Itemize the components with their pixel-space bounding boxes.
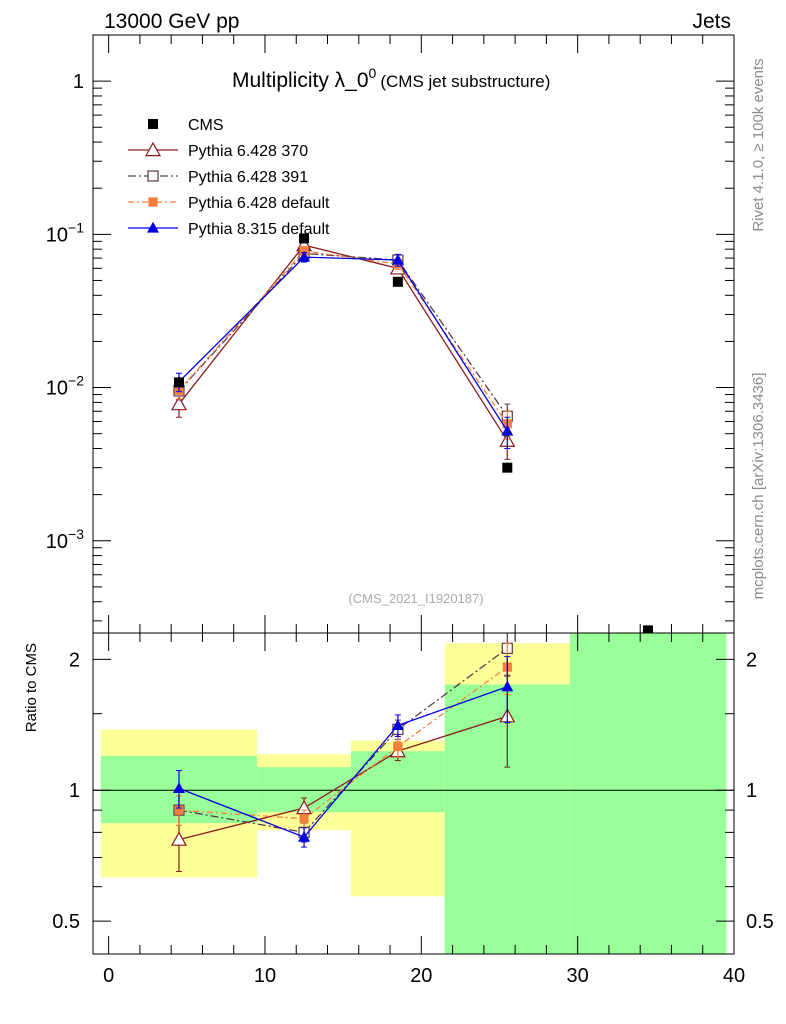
ratio-ytick-label-right-0: 0.5 [746, 911, 774, 933]
main-line-series-0 [178, 244, 508, 442]
main-point-series-3-2 [391, 253, 404, 265]
main-panel-marks [170, 233, 654, 633]
ratio-ytick-label-left-0: 0.5 [52, 911, 80, 933]
ratio-ylabel: Ratio to CMS [23, 643, 40, 732]
main-ytick-label-1: 10−1 [46, 219, 84, 246]
plot-title-sup: 0 [369, 65, 377, 81]
rivet-version-label: Rivet 4.1.0, ≥ 100k events [750, 58, 767, 231]
legend-marker-series-1 [147, 170, 159, 182]
legend-label-series-3: Pythia 8.315 default [188, 221, 330, 238]
ratio-ytick-label-right-2: 2 [746, 649, 757, 671]
ratio-point-series-3-1 [298, 830, 311, 842]
process-label: Jets [692, 10, 731, 33]
xtick-label-3: 30 [567, 965, 589, 987]
ratio-point-series-3-3 [501, 680, 514, 692]
legend-cms-marker [148, 119, 158, 129]
band-green-4 [569, 633, 727, 954]
main-ytick-label-base-2: 10 [46, 378, 68, 400]
axes: 110−110−210−30 10 20 30 400.5 0.51 12 2 [46, 34, 774, 987]
ratio-ytick-label-left-1: 1 [69, 780, 80, 802]
legend-marker-series-0 [144, 141, 162, 157]
legend-marker-series-3 [146, 221, 160, 233]
main-line-series-1 [178, 252, 508, 417]
legend-label-series-2: Pythia 6.428 default [188, 195, 330, 212]
ratio-line-series-0 [178, 715, 508, 841]
xtick-label-2: 20 [410, 965, 432, 987]
main-ytick-label-base-3: 10 [46, 531, 68, 553]
legend-label-series-1: Pythia 6.428 391 [188, 169, 308, 186]
main-point-series-0-0 [170, 395, 188, 411]
main-ytick-label-exp-3: −3 [68, 526, 84, 542]
xtick-label-0: 0 [103, 965, 114, 987]
cms-point-1 [299, 233, 310, 244]
ratio-point-series-0-0 [170, 831, 188, 846]
ratio-ytick-label-right-1: 1 [746, 780, 757, 802]
energy-label: 13000 GeV pp [104, 10, 239, 33]
legend-cms-label: CMS [188, 117, 224, 134]
main-ytick-label-base-1: 10 [46, 224, 68, 246]
ratio-panel-frame [92, 632, 735, 955]
ratio-line-series-3 [178, 686, 508, 838]
main-ytick-label-3: 10−3 [46, 526, 84, 553]
plot-subtitle: (CMS jet substructure) [380, 72, 550, 91]
main-line-series-3 [178, 256, 508, 432]
main-ytick-label-exp-1: −1 [68, 219, 84, 235]
main-ytick-label-exp-2: −2 [68, 373, 84, 389]
main-line-series-2 [178, 250, 508, 425]
main-ytick-label-base-0: 1 [73, 71, 84, 93]
ratio-point-series-3-2 [391, 719, 404, 730]
legend-label-series-0: Pythia 6.428 370 [188, 143, 308, 160]
legend-marker-series-2 [148, 197, 158, 207]
plot-title: Multiplicity λ_00 (CMS jet substructure) [232, 65, 550, 92]
main-ytick-label-0: 1 [73, 71, 84, 93]
legend: CMS Pythia 6.428 370 Pythia 6.428 391 Pythi… [128, 117, 330, 238]
cms-point-2 [392, 276, 403, 287]
ratio-ytick-label-left-2: 2 [69, 649, 80, 671]
plot-title-text: Multiplicity λ_0 [232, 69, 369, 92]
xtick-label-1: 10 [254, 965, 276, 987]
xtick-label-4: 40 [723, 965, 745, 987]
ratio-uncertainty-bands [100, 633, 727, 954]
cms-point-4 [643, 625, 654, 633]
main-point-series-3-1 [298, 250, 311, 262]
cms-point-3 [502, 462, 513, 473]
ratio-line-series-2 [178, 666, 508, 820]
main-point-series-3-3 [501, 424, 514, 436]
band-green-2 [350, 751, 445, 813]
ratio-point-series-2-2 [393, 742, 403, 752]
cms-point-0 [173, 377, 184, 388]
ratio-point-series-2-1 [299, 814, 309, 824]
analysis-watermark: (CMS_2021_I1920187) [348, 591, 483, 606]
source-label: mcplots.cern.ch [arXiv:1306.3436] [750, 373, 767, 600]
main-ytick-label-2: 10−2 [46, 373, 84, 400]
ratio-point-series-3-0 [172, 782, 186, 793]
